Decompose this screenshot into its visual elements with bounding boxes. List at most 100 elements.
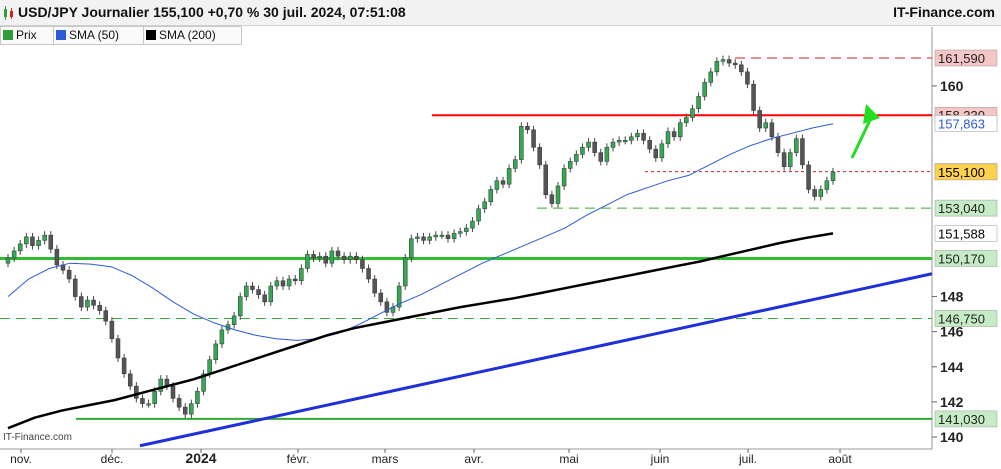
candle-body: [684, 117, 689, 124]
candle-body: [262, 294, 267, 303]
candle-body: [665, 131, 671, 145]
candle-body: [354, 255, 359, 260]
brand-name: IT-Finance.com: [893, 4, 995, 20]
candle-body: [580, 147, 585, 155]
candle-body: [549, 194, 555, 204]
x-tick-label: déc.: [101, 452, 124, 466]
candle-body: [457, 231, 463, 234]
candle-body: [268, 285, 274, 303]
candle-body: [775, 136, 781, 153]
candle-body: [464, 227, 469, 232]
legend-label: Prix: [16, 28, 37, 42]
level-tag-label: 153,040: [938, 201, 985, 216]
candle-body: [366, 268, 371, 280]
candle-body: [806, 164, 811, 190]
legend-item-sma50[interactable]: SMA (50): [53, 26, 145, 45]
candle-body: [629, 136, 634, 141]
candle-body: [17, 243, 23, 252]
candle-body: [769, 122, 775, 138]
candle-body: [635, 133, 640, 138]
value-tag-box: [934, 225, 998, 242]
candle-body: [757, 110, 762, 129]
candle-body: [812, 189, 817, 197]
legend-swatch: [3, 30, 13, 40]
candle-body: [396, 285, 402, 308]
x-tick-label: 2024: [185, 450, 216, 466]
candle-body: [140, 398, 145, 404]
candle-body: [702, 82, 707, 97]
candle-body: [79, 296, 84, 308]
candle-body: [146, 403, 151, 406]
candle-body: [134, 385, 139, 399]
candle-body: [671, 131, 677, 138]
candle-body: [794, 138, 799, 153]
candle-body: [341, 255, 347, 260]
chart-header: USD/JPY Journalier 155,100 +0,70 % 30 ju…: [0, 0, 1001, 26]
value-tag-box: [934, 163, 998, 181]
candle-body: [421, 236, 426, 241]
legend-item-prix[interactable]: Prix: [0, 26, 55, 45]
x-tick-label: juil.: [738, 452, 757, 466]
candle-body: [708, 71, 714, 83]
x-tick-label: août: [828, 452, 852, 466]
candle-body: [622, 140, 628, 143]
candle-body: [317, 255, 322, 259]
chart-title: USD/JPY Journalier 155,100 +0,70 % 30 ju…: [18, 4, 406, 20]
candle-body: [299, 268, 304, 282]
x-tick-label: févr.: [287, 452, 310, 466]
y-tick-label: 148: [940, 289, 964, 305]
green-arrow-icon: [863, 104, 880, 124]
candlestick-logo-icon: [4, 6, 13, 20]
y-tick-label: 160: [940, 78, 964, 94]
value-tag-box: [934, 115, 998, 132]
candle-body: [677, 122, 683, 138]
candle-body: [781, 152, 787, 167]
candle-body: [48, 234, 54, 250]
level-tag-label: 141,030: [938, 412, 985, 427]
candle-body: [659, 143, 665, 159]
legend-label: SMA (50): [69, 28, 120, 42]
sma200-line: [7, 232, 834, 430]
y-tick-label: 142: [940, 394, 964, 410]
candle-body: [433, 234, 439, 238]
candle-body: [115, 338, 121, 359]
candle-body: [72, 278, 78, 297]
candle-body: [476, 208, 481, 222]
level-tag-box: [934, 199, 998, 217]
candle-body: [335, 250, 341, 257]
candle-body: [616, 140, 622, 143]
candle-body: [604, 147, 610, 162]
candle-body: [488, 189, 494, 203]
candle-body: [347, 255, 353, 260]
y-tick-label: 140: [940, 429, 964, 445]
candle-body: [195, 391, 200, 404]
candle-body: [494, 180, 500, 190]
candle-body: [690, 108, 695, 118]
candle-body: [85, 299, 90, 308]
candle-body: [800, 138, 805, 166]
candle-body: [824, 180, 830, 190]
candle-body: [360, 259, 365, 269]
candle-body: [237, 296, 243, 317]
y-tick-label: 144: [940, 359, 964, 375]
candle-body: [219, 329, 225, 345]
candle-body: [231, 315, 237, 325]
candle-body: [280, 280, 286, 287]
candle-body: [66, 269, 72, 280]
candle-body: [537, 147, 542, 166]
candle-body: [402, 257, 408, 287]
candle-body: [244, 285, 249, 297]
candle-body: [451, 233, 457, 239]
x-tick-label: nov.: [10, 452, 32, 466]
candle-body: [42, 234, 47, 241]
candle-body: [292, 278, 298, 282]
candle-body: [415, 236, 420, 239]
candle-body: [213, 343, 219, 361]
candle-body: [592, 141, 597, 153]
candle-body: [372, 278, 377, 294]
legend-item-sma200[interactable]: SMA (200): [143, 26, 242, 45]
x-tick-label: avr.: [464, 452, 483, 466]
candle-body: [787, 152, 793, 167]
candle-body: [384, 301, 390, 313]
